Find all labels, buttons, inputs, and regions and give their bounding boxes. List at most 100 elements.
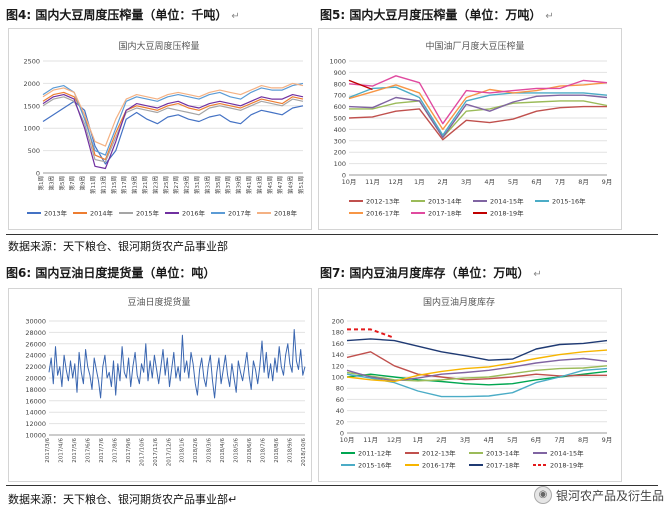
y-tick-label: 28000 [25, 329, 46, 337]
watermark: ◉ 银河农产品及衍生品 [533, 486, 664, 504]
y-tick-label: 18000 [25, 386, 46, 394]
legend-label: 2016-17年 [422, 461, 456, 470]
x-tick-label: 第23周 [151, 176, 159, 194]
y-tick-label: 12000 [25, 420, 46, 428]
divider-top [6, 234, 658, 235]
legend-label: 2017-18年 [486, 461, 520, 470]
legend-label: 2011-12年 [358, 449, 392, 458]
x-tick-label: 8月 [578, 178, 589, 186]
x-tick-label: 2018/1/6 [180, 438, 186, 463]
x-tick-label: 4月 [484, 178, 495, 186]
chart-title: 豆油日度提货量 [127, 296, 190, 308]
series-line-2 [348, 94, 608, 139]
y-tick-label: 26000 [25, 340, 46, 348]
y-tick-label: 200 [332, 318, 344, 326]
fig6-title: 图6: 国内豆油日度提货量（单位：吨） [6, 266, 216, 280]
series-line-3 [348, 86, 608, 136]
divider-bottom [6, 485, 658, 486]
x-tick-label: 2018/2/6 [193, 438, 199, 463]
y-tick-label: 600 [334, 103, 346, 111]
legend-label: 2015-16年 [552, 197, 586, 206]
daily-pickup-svg: 豆油日度提货量 10000 12000 14000 16000 18000 20000 220… [25, 296, 307, 467]
chart-title: 国内豆油月度库存 [423, 296, 495, 308]
series-line-4 [348, 82, 608, 131]
y-tick-label: 0 [36, 170, 40, 178]
x-tick-label: 第35周 [214, 176, 222, 194]
x-tick-label: 2018/8/6 [274, 438, 280, 463]
x-tick-label: 10月 [340, 436, 355, 444]
y-tick-label: 180 [332, 329, 344, 337]
daily-pickup-chart: 豆油日度提货量 10000 12000 14000 16000 18000 20000 220… [8, 288, 312, 482]
x-tick-label: 第15周 [110, 176, 118, 194]
y-tick-label: 140 [332, 351, 344, 359]
series-line-6 [346, 338, 608, 361]
legend-label: 2017-18年 [428, 209, 462, 218]
monthly-crush-svg: 中国油厂月度大豆压榨量 0 100 200 300 400 500 600 700 800 900 1… [329, 40, 612, 218]
series-line-5 [42, 82, 304, 147]
x-tick-label: 第33周 [203, 176, 211, 194]
series-line-5 [348, 75, 608, 125]
x-tick-label: 2018/5/6 [234, 438, 240, 463]
legend-label: 2013年 [44, 209, 68, 218]
legend-label: 2015-16年 [358, 461, 392, 470]
y-tick-label: 100 [332, 374, 344, 382]
x-tick-label: 第51周 [297, 176, 305, 194]
y-tick-label: 10000 [25, 432, 46, 440]
x-tick-label: 1月 [413, 436, 424, 444]
y-tick-label: 160 [332, 340, 344, 348]
y-tick-label: 100 [334, 160, 346, 168]
x-tick-label: 2017/6/6 [85, 438, 91, 463]
series-line-4 [42, 82, 304, 156]
x-tick-label: 第27周 [172, 176, 180, 194]
x-tick-label: 2017/4/6 [58, 438, 64, 463]
x-tick-label: 2018/10/6 [301, 438, 307, 467]
x-tick-label: 3月 [460, 436, 471, 444]
y-tick-label: 14000 [25, 409, 46, 417]
x-tick-label: 12月 [389, 178, 404, 186]
y-tick-label: 30000 [25, 318, 46, 326]
x-tick-label: 第43周 [255, 176, 263, 194]
weekly-crush-svg: 国内大豆周度压榨量 0 500 1000 1500 2000 2500 第1周 第3周 第5周 第7… [23, 40, 305, 218]
y-tick-label: 400 [334, 126, 346, 134]
legend-label: 2014-15年 [490, 197, 524, 206]
x-tick-label: 第31周 [193, 176, 201, 194]
x-tick-label: 2018/4/6 [220, 438, 226, 463]
legend-label: 2014年 [90, 209, 114, 218]
x-tick-label: 11月 [363, 436, 378, 444]
y-tick-label: 20 [336, 418, 344, 426]
legend-label: 2016-17年 [366, 209, 400, 218]
paragraph-mark: ↵ [231, 11, 240, 22]
x-tick-label: 第37周 [224, 176, 232, 194]
x-tick-label: 2018/6/6 [247, 438, 253, 463]
x-tick-label: 2018/9/6 [288, 438, 294, 463]
y-tick-label: 1000 [23, 125, 40, 133]
chart-title: 中国油厂月度大豆压榨量 [425, 40, 524, 52]
series-line-0 [348, 105, 607, 141]
series-line-2 [42, 96, 304, 163]
monthly-stock-chart: 国内豆油月度库存 0 20 40 60 80 100 120 140 160 180 200 10月 11… [318, 288, 622, 482]
x-tick-label: 2017/7/6 [99, 438, 105, 463]
y-tick-label: 900 [334, 69, 346, 77]
series-line-4 [346, 367, 608, 398]
x-tick-label: 3月 [461, 178, 472, 186]
legend-label: 2015年 [136, 209, 160, 218]
x-tick-label: 第21周 [141, 176, 149, 194]
x-tick-label: 2017/5/6 [72, 438, 78, 463]
x-tick-label: 2017/8/6 [112, 438, 118, 463]
legend-label: 2017年 [228, 209, 252, 218]
y-tick-label: 1500 [23, 102, 40, 110]
x-tick-label: 5月 [507, 436, 518, 444]
x-tick-label: 第41周 [245, 176, 253, 194]
series-line-3 [346, 357, 608, 382]
y-tick-label: 200 [334, 149, 346, 157]
x-tick-label: 1月 [414, 178, 425, 186]
source-note-bottom: 数据来源：天下粮仓、银河期货农产品事业部↵ [8, 493, 238, 506]
x-tick-label: 2017/11/6 [153, 438, 159, 467]
y-tick-label: 60 [336, 396, 344, 404]
x-tick-label: 8月 [578, 436, 589, 444]
series-line-3 [42, 94, 304, 170]
series-line-0 [42, 100, 304, 165]
paragraph-mark: ↵ [545, 11, 554, 22]
y-tick-label: 16000 [25, 397, 46, 405]
x-tick-label: 2018/3/6 [207, 438, 213, 463]
